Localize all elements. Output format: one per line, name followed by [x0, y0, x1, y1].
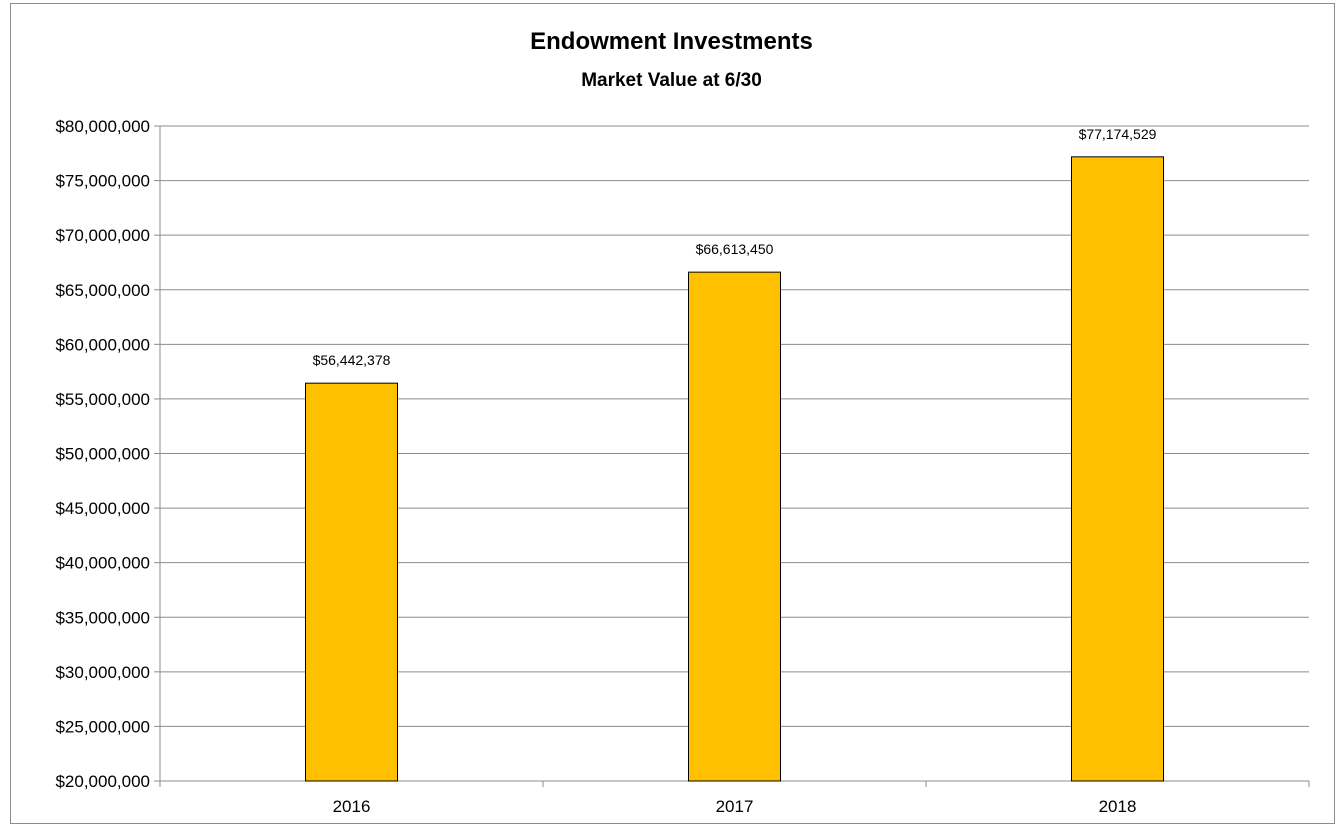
chart-title: Endowment Investments — [530, 28, 813, 55]
data-label: $66,613,450 — [696, 241, 774, 257]
y-tick-label: $50,000,000 — [55, 445, 150, 464]
x-tick-label: 2017 — [716, 797, 754, 816]
y-tick-label: $30,000,000 — [55, 663, 150, 682]
y-tick-label: $25,000,000 — [55, 717, 150, 736]
y-tick-label: $45,000,000 — [55, 499, 150, 518]
x-tick-label: 2018 — [1099, 797, 1137, 816]
y-tick-label: $55,000,000 — [55, 390, 150, 409]
chart-subtitle: Market Value at 6/30 — [581, 70, 762, 91]
x-tick-label: 2016 — [333, 797, 371, 816]
bar — [688, 271, 781, 782]
bar — [1071, 156, 1164, 782]
data-label: $56,442,378 — [313, 352, 391, 368]
y-tick-label: $80,000,000 — [55, 117, 150, 136]
bar — [305, 382, 398, 782]
y-tick-label: $35,000,000 — [55, 608, 150, 627]
y-tick-label: $75,000,000 — [55, 172, 150, 191]
y-tick-label: $65,000,000 — [55, 281, 150, 300]
y-tick-label: $40,000,000 — [55, 554, 150, 573]
y-tick-label: $60,000,000 — [55, 335, 150, 354]
y-tick-label: $20,000,000 — [55, 772, 150, 791]
data-label: $77,174,529 — [1079, 126, 1157, 142]
y-tick-label: $70,000,000 — [55, 226, 150, 245]
